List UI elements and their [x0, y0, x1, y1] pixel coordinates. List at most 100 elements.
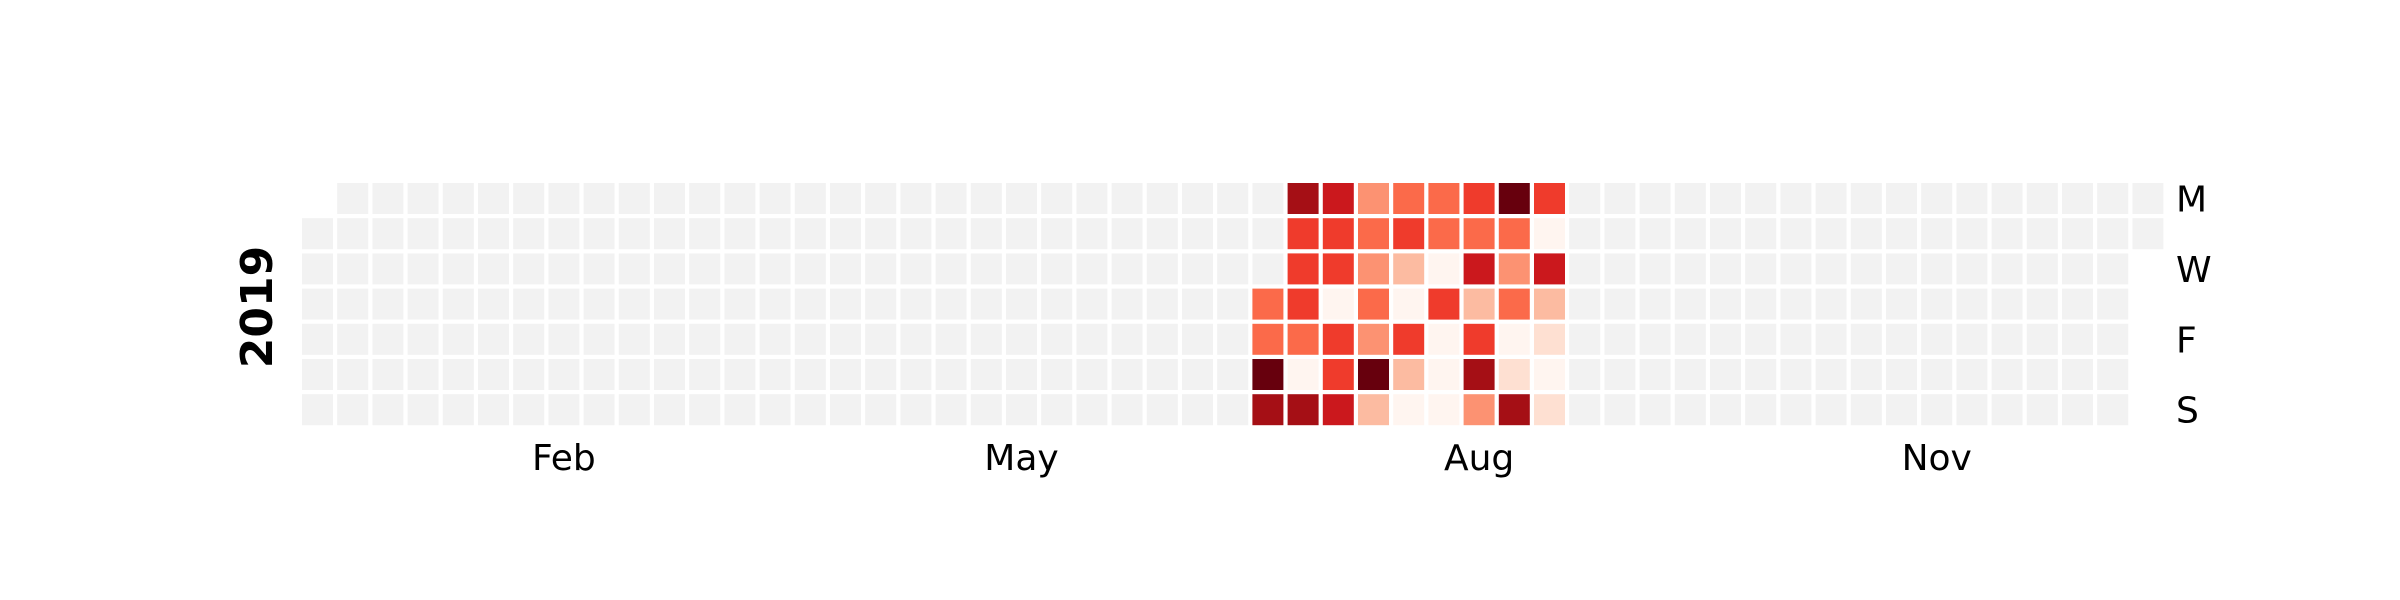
heatmap-cell — [2097, 324, 2128, 355]
heatmap-cell — [478, 289, 509, 320]
heatmap-cell — [1323, 394, 1354, 425]
heatmap-cell — [689, 324, 720, 355]
heatmap-cell — [1428, 289, 1459, 320]
heatmap-cell — [724, 218, 755, 249]
heatmap-cell — [1464, 218, 1495, 249]
heatmap-cell — [1604, 218, 1635, 249]
heatmap-cell — [971, 183, 1002, 214]
heatmap-cell — [1288, 324, 1319, 355]
heatmap-cell — [584, 324, 615, 355]
heatmap-cell — [724, 253, 755, 284]
heatmap-cell — [2132, 218, 2163, 249]
heatmap-cell — [1780, 394, 1811, 425]
heatmap-cell — [830, 394, 861, 425]
heatmap-cell — [1992, 218, 2023, 249]
heatmap-cell — [795, 218, 826, 249]
heatmap-cell — [1252, 253, 1283, 284]
heatmap-cell — [2062, 218, 2093, 249]
heatmap-cell — [2097, 183, 2128, 214]
heatmap-cell — [795, 324, 826, 355]
heatmap-cell — [337, 359, 368, 390]
heatmap-cell — [795, 359, 826, 390]
heatmap-cell — [1112, 183, 1143, 214]
heatmap-cell — [2097, 359, 2128, 390]
heatmap-cell — [1816, 183, 1847, 214]
heatmap-cell — [1323, 289, 1354, 320]
heatmap-cell — [1217, 289, 1248, 320]
heatmap-cell — [760, 359, 791, 390]
heatmap-cell — [513, 253, 544, 284]
heatmap-cell — [1393, 218, 1424, 249]
heatmap-cell — [2027, 359, 2058, 390]
heatmap-cell — [654, 289, 685, 320]
heatmap-cell — [971, 359, 1002, 390]
heatmap-cell — [1992, 253, 2023, 284]
heatmap-cell — [1675, 183, 1706, 214]
heatmap-cell — [584, 218, 615, 249]
heatmap-cell — [1288, 394, 1319, 425]
heatmap-cell — [1006, 289, 1037, 320]
heatmap-cell — [408, 183, 439, 214]
heatmap-cell — [372, 289, 403, 320]
heatmap-cell — [830, 359, 861, 390]
heatmap-cell — [1780, 218, 1811, 249]
heatmap-cell — [2062, 253, 2093, 284]
heatmap-cell — [1886, 253, 1917, 284]
heatmap-cell — [936, 359, 967, 390]
heatmap-cell — [1217, 359, 1248, 390]
heatmap-cell — [1710, 253, 1741, 284]
heatmap-cell — [1112, 218, 1143, 249]
heatmap-cell — [1921, 289, 1952, 320]
heatmap-cell — [619, 253, 650, 284]
heatmap-cell — [1780, 289, 1811, 320]
heatmap-cell — [1640, 394, 1671, 425]
heatmap-cell — [936, 324, 967, 355]
heatmap-cell — [936, 218, 967, 249]
heatmap-cell — [760, 183, 791, 214]
heatmap-cell — [865, 324, 896, 355]
heatmap-cell — [2027, 394, 2058, 425]
heatmap-cell — [689, 359, 720, 390]
heatmap-cell — [900, 218, 931, 249]
heatmap-cell — [1112, 394, 1143, 425]
heatmap-cell — [1604, 324, 1635, 355]
month-tick-label: May — [984, 438, 1058, 479]
heatmap-cell — [1252, 289, 1283, 320]
heatmap-cell — [1252, 359, 1283, 390]
heatmap-cell — [1358, 324, 1389, 355]
heatmap-cell — [654, 324, 685, 355]
heatmap-cell — [1428, 253, 1459, 284]
heatmap-cell — [1569, 324, 1600, 355]
heatmap-cell — [1745, 289, 1776, 320]
heatmap-cell — [513, 359, 544, 390]
heatmap-cells — [302, 183, 2163, 425]
heatmap-cell — [302, 394, 333, 425]
heatmap-cell — [2027, 324, 2058, 355]
heatmap-cell — [1921, 394, 1952, 425]
heatmap-cell — [1041, 394, 1072, 425]
heatmap-cell — [865, 183, 896, 214]
heatmap-cell — [795, 183, 826, 214]
heatmap-cell — [1816, 218, 1847, 249]
heatmap-cell — [1393, 289, 1424, 320]
heatmap-cell — [443, 324, 474, 355]
heatmap-cell — [337, 183, 368, 214]
heatmap-cell — [302, 324, 333, 355]
heatmap-cell — [865, 394, 896, 425]
heatmap-cell — [900, 324, 931, 355]
heatmap-cell — [513, 324, 544, 355]
heatmap-cell — [1921, 253, 1952, 284]
heatmap-cell — [1992, 183, 2023, 214]
heatmap-cell — [830, 289, 861, 320]
heatmap-cell — [1534, 289, 1565, 320]
heatmap-cell — [1710, 289, 1741, 320]
weekday-tick-label: M — [2176, 180, 2207, 221]
heatmap-cell — [443, 218, 474, 249]
heatmap-cell — [1956, 253, 1987, 284]
heatmap-cell — [1745, 218, 1776, 249]
heatmap-cell — [1745, 394, 1776, 425]
heatmap-cell — [1464, 359, 1495, 390]
heatmap-cell — [1323, 253, 1354, 284]
heatmap-cell — [1147, 183, 1178, 214]
heatmap-cell — [1393, 359, 1424, 390]
